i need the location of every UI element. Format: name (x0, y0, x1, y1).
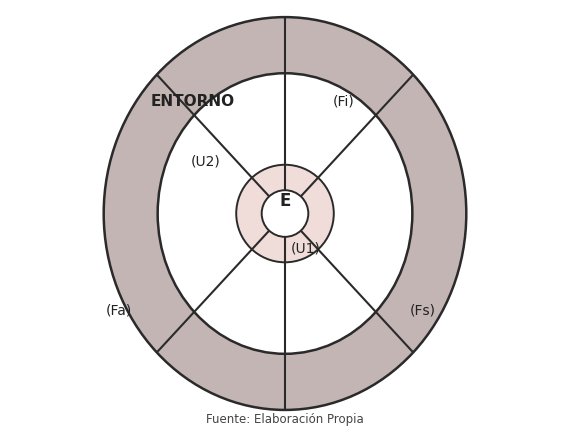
Text: (U1): (U1) (291, 241, 321, 255)
Ellipse shape (104, 17, 466, 410)
Ellipse shape (158, 73, 412, 354)
Circle shape (262, 190, 308, 237)
Text: ENTORNO: ENTORNO (150, 94, 234, 109)
Text: E: E (279, 192, 291, 210)
Circle shape (236, 165, 334, 262)
Text: (U2): (U2) (190, 155, 220, 169)
Text: (Fs): (Fs) (410, 304, 436, 318)
Text: (Fa): (Fa) (105, 304, 132, 318)
Text: (Fi): (Fi) (332, 94, 354, 108)
Text: Fuente: Elaboración Propia: Fuente: Elaboración Propia (206, 413, 364, 426)
